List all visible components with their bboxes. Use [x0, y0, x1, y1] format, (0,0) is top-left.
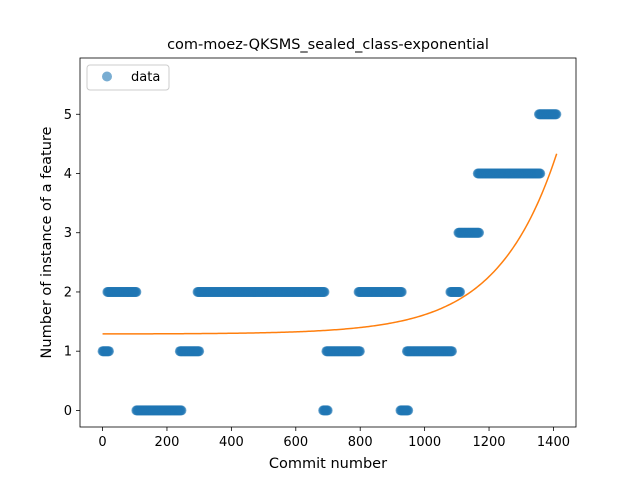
data-point	[103, 346, 114, 357]
plot-area	[97, 109, 562, 416]
x-axis: 0 200 400 600 800 1000 1200 1400	[98, 427, 570, 450]
x-tick-label: 800	[348, 435, 373, 450]
data-point	[322, 405, 333, 416]
x-tick-label: 0	[98, 435, 106, 450]
legend: data	[86, 64, 170, 91]
data-point	[194, 346, 205, 357]
data-point	[474, 227, 485, 238]
chart-title: com-moez-QKSMS_sealed_class-exponential	[167, 37, 489, 53]
data-point	[131, 286, 142, 297]
x-tick-label: 600	[283, 435, 308, 450]
x-tick-label: 200	[155, 435, 180, 450]
y-tick-label: 2	[64, 285, 72, 300]
legend-box	[86, 64, 170, 91]
legend-marker	[102, 71, 112, 82]
data-point	[551, 109, 562, 120]
data-point	[447, 346, 457, 357]
data-point	[176, 405, 187, 416]
axes-frame	[79, 57, 577, 428]
y-tick-label: 3	[64, 226, 72, 241]
data-point	[354, 346, 365, 357]
y-tick-label: 0	[64, 404, 72, 419]
x-tick-label: 400	[219, 435, 244, 450]
data-point	[396, 286, 407, 297]
y-axis: 0 1 2 3 4 5	[64, 108, 80, 419]
data-point	[535, 168, 546, 179]
x-tick-label: 1400	[537, 435, 570, 450]
fit-line	[102, 153, 558, 335]
legend-label-data: data	[131, 70, 160, 85]
y-axis-label: Number of instance of a feature	[39, 126, 55, 358]
x-tick-label: 1000	[408, 435, 441, 450]
data-series	[97, 109, 562, 416]
data-point	[455, 286, 466, 297]
y-tick-label: 1	[64, 345, 72, 360]
y-tick-label: 5	[64, 108, 72, 123]
data-point	[319, 286, 330, 297]
data-point	[403, 405, 414, 416]
x-tick-label: 1200	[472, 435, 505, 450]
y-tick-label: 4	[64, 167, 72, 182]
x-axis-label: Commit number	[269, 456, 387, 472]
